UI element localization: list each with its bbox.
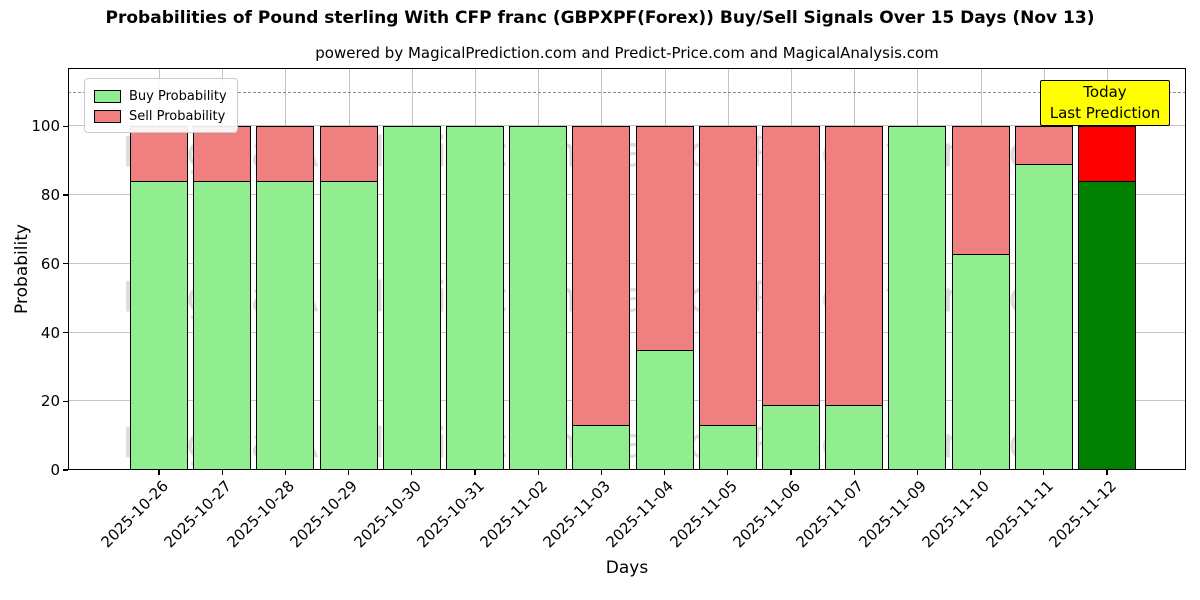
x-axis-tick <box>663 470 666 475</box>
bar-buy-segment <box>1078 181 1136 470</box>
y-axis-tick <box>63 331 68 334</box>
x-tick-label: 2025-11-07 <box>792 477 867 552</box>
bar-buy-segment <box>193 181 252 470</box>
x-tick-label: 2025-10-29 <box>286 477 362 552</box>
x-axis-tick <box>158 470 160 475</box>
bar-sell-segment <box>130 126 188 183</box>
x-axis-title: Days <box>605 558 649 578</box>
bar-sell-segment <box>635 126 694 351</box>
bar-buy-segment <box>888 126 947 470</box>
bar-buy-segment <box>762 404 820 470</box>
x-axis-tick <box>537 470 539 475</box>
today-annotation-line1: Today <box>1083 83 1127 101</box>
chart-subtitle: powered by MagicalPrediction.com and Pre… <box>315 44 939 62</box>
bar-sell-segment <box>951 126 1010 255</box>
x-tick-label: 2025-11-06 <box>729 477 804 552</box>
today-annotation: Today Last Prediction <box>1040 80 1170 126</box>
x-axis-tick <box>727 470 729 475</box>
bar-buy-segment <box>825 404 884 470</box>
x-axis-tick <box>474 470 476 475</box>
bar-buy-segment <box>572 425 631 470</box>
bar-sell-segment <box>193 126 252 183</box>
x-tick-label: 2025-11-02 <box>476 477 551 552</box>
chart-title: Probabilities of Pound sterling With CFP… <box>105 8 1095 28</box>
y-tick-label: 60 <box>40 254 60 273</box>
bar-buy-segment <box>130 181 188 470</box>
bar-sell-segment <box>319 126 378 183</box>
bar-sell-segment <box>698 126 757 427</box>
y-tick-label: 40 <box>40 323 60 342</box>
bar-sell-segment <box>572 126 631 427</box>
x-axis-tick <box>284 470 287 475</box>
y-axis-tick <box>63 194 68 196</box>
x-tick-label: 2025-10-26 <box>97 477 172 552</box>
x-tick-label: 2025-11-05 <box>666 477 741 552</box>
bar-buy-segment <box>951 253 1010 470</box>
x-axis-tick <box>1106 470 1108 475</box>
bar-sell-segment <box>1014 126 1073 166</box>
bar-buy-segment <box>1014 164 1073 470</box>
y-axis-tick <box>63 469 68 471</box>
bar-buy-segment <box>256 181 315 470</box>
x-tick-label: 2025-10-27 <box>160 477 235 552</box>
buy-probability-swatch <box>94 89 121 103</box>
x-tick-label: 2025-11-10 <box>918 477 994 552</box>
today-annotation-line2: Last Prediction <box>1049 104 1161 122</box>
x-tick-label: 2025-10-31 <box>413 477 488 552</box>
bar-buy-segment <box>635 349 694 470</box>
x-tick-label: 2025-10-30 <box>350 477 425 552</box>
y-tick-label: 80 <box>40 186 60 205</box>
x-tick-label: 2025-10-28 <box>223 477 299 552</box>
bars-layer <box>68 68 1186 470</box>
bar-buy-segment <box>319 181 378 470</box>
legend-buy-label: Buy Probability <box>129 88 227 104</box>
legend-row-sell: Sell Probability <box>94 106 227 126</box>
bar-buy-segment <box>509 126 568 470</box>
bar-buy-segment <box>698 425 757 470</box>
bar-sell-segment <box>256 126 315 183</box>
y-tick-label: 20 <box>40 392 60 411</box>
x-tick-label: 2025-11-09 <box>855 477 931 552</box>
bar-sell-segment <box>825 126 884 406</box>
threshold-dashed-line <box>68 92 1186 94</box>
x-tick-label: 2025-11-11 <box>982 477 1057 552</box>
x-axis-tick <box>1043 470 1045 475</box>
legend: Buy Probability Sell Probability <box>84 78 238 133</box>
x-axis-tick <box>979 470 982 475</box>
y-axis-tick <box>63 400 68 402</box>
legend-sell-label: Sell Probability <box>129 108 226 124</box>
y-axis-tick <box>63 125 68 128</box>
y-tick-label: 100 <box>31 117 60 136</box>
bar-sell-segment <box>762 126 820 406</box>
y-axis-tick <box>63 263 68 265</box>
x-tick-label: 2025-11-03 <box>539 477 615 552</box>
x-tick-label: 2025-11-12 <box>1045 477 1120 552</box>
bar-buy-segment <box>382 126 441 470</box>
x-axis-tick <box>221 470 223 475</box>
legend-row-buy: Buy Probability <box>94 86 227 106</box>
x-axis-tick <box>411 470 413 475</box>
sell-probability-swatch <box>94 109 121 123</box>
x-axis-tick <box>600 470 603 475</box>
y-tick-label: 0 <box>50 461 60 479</box>
x-axis-tick <box>347 470 350 475</box>
x-tick-label: 2025-11-04 <box>602 477 678 552</box>
bar-buy-segment <box>446 126 504 470</box>
bar-sell-segment <box>1078 126 1136 183</box>
x-axis-tick <box>790 470 792 475</box>
x-axis-tick <box>916 470 919 475</box>
x-axis-tick <box>853 470 855 475</box>
gridline-horizontal <box>68 125 1186 127</box>
plot-area: MagicalAnalysis.comMagicalPrediction.com… <box>68 68 1186 470</box>
